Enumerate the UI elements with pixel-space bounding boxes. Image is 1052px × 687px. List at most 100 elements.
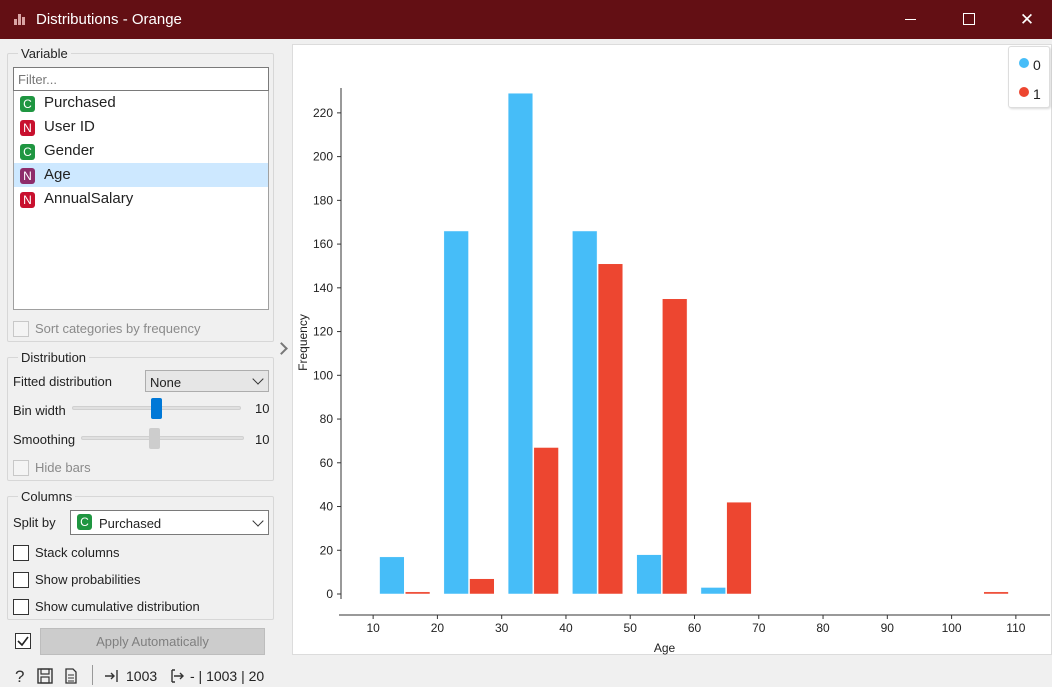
- smoothing-label: Smoothing: [13, 432, 76, 447]
- bin-width-slider-handle[interactable]: [151, 398, 162, 419]
- collapse-panel-icon[interactable]: [275, 342, 288, 355]
- y-axis-label: Frequency: [296, 314, 310, 371]
- input-icon: [105, 670, 118, 682]
- plot-area: 0 20 40 60 80 100 120 140 160 180 200 220 10 20 30 40 50…: [292, 44, 1052, 655]
- y-tick-label: 0: [326, 587, 333, 601]
- x-tick-label: 30: [495, 621, 509, 635]
- input-count: 1003: [126, 668, 158, 684]
- stack-columns-checkbox[interactable]: [13, 545, 29, 561]
- status-divider: [92, 665, 93, 685]
- legend-label-0: 0: [1033, 57, 1041, 73]
- bar-series-1-bin-10: [405, 591, 431, 595]
- legend-label-1: 1: [1033, 86, 1041, 102]
- variable-item-label: AnnualSalary: [44, 190, 134, 207]
- y-tick-label: 60: [320, 456, 334, 470]
- checkmark-icon: [17, 636, 29, 647]
- fitted-distribution-value: None: [150, 375, 182, 390]
- title-bar: Distributions - Orange ✕: [0, 0, 1052, 39]
- sort-by-frequency-label: Sort categories by frequency: [35, 321, 201, 336]
- x-tick-label: 70: [752, 621, 766, 635]
- bar-series-0-bin-60: [700, 587, 726, 595]
- chevron-down-icon: [252, 373, 264, 385]
- bar-series-0-bin-30: [507, 92, 534, 595]
- x-tick-label: 40: [559, 621, 573, 635]
- show-probabilities-checkbox[interactable]: [13, 572, 29, 588]
- numeric-icon: N: [20, 120, 35, 136]
- show-cumulative-checkbox[interactable]: [13, 599, 29, 615]
- close-button[interactable]: ✕: [1004, 0, 1050, 39]
- split-by-value: Purchased: [99, 516, 162, 531]
- bin-width-value: 10: [255, 401, 270, 416]
- filter-input[interactable]: [13, 67, 269, 91]
- split-by-dropdown[interactable]: C Purchased: [70, 510, 269, 535]
- bar-series-0-bin-40: [572, 230, 598, 595]
- variable-item-label: Age: [44, 166, 71, 183]
- bar-series-1-bin-100: [983, 591, 1009, 595]
- variable-item-age[interactable]: N Age: [14, 163, 268, 187]
- x-tick-label: 20: [431, 621, 445, 635]
- x-tick-label: 90: [881, 621, 895, 635]
- y-tick-label: 220: [313, 106, 333, 120]
- x-tick-label: 60: [688, 621, 702, 635]
- help-icon[interactable]: ?: [11, 667, 29, 685]
- variable-group-title: Variable: [18, 46, 71, 61]
- distribution-group-title: Distribution: [18, 350, 90, 365]
- y-tick-label: 160: [313, 237, 333, 251]
- variable-list: C Purchased N User ID C Gender N Age N AnnualSala…: [13, 91, 269, 310]
- y-tick-label: 40: [320, 500, 334, 514]
- variable-item-purchased[interactable]: C Purchased: [14, 91, 268, 115]
- chevron-down-icon: [252, 515, 264, 527]
- bar-series-1-bin-40: [597, 263, 624, 595]
- x-tick-label: 110: [1006, 621, 1025, 635]
- show-cumulative-label: Show cumulative distribution: [35, 599, 200, 614]
- y-tick-label: 100: [313, 368, 333, 382]
- y-tick-label: 140: [313, 281, 333, 295]
- legend-marker-0: [1019, 58, 1029, 68]
- apply-button[interactable]: Apply Automatically: [40, 628, 265, 655]
- show-probabilities-label: Show probabilities: [35, 572, 141, 587]
- columns-group-title: Columns: [18, 489, 76, 504]
- output-icon: [171, 669, 184, 683]
- categorical-icon: C: [20, 144, 35, 160]
- variable-item-user-id[interactable]: N User ID: [14, 115, 268, 139]
- fitted-distribution-dropdown[interactable]: None: [145, 370, 269, 392]
- sort-by-frequency-checkbox[interactable]: [13, 321, 29, 337]
- numeric-icon: N: [20, 192, 35, 208]
- y-tick-label: 180: [313, 193, 333, 207]
- bar-series-0-bin-20: [443, 230, 469, 595]
- y-tick-label: 20: [320, 543, 334, 557]
- save-icon[interactable]: [36, 667, 54, 685]
- variable-item-label: User ID: [44, 118, 95, 135]
- bar-series-1-bin-20: [469, 578, 495, 595]
- maximize-icon: [963, 13, 975, 25]
- x-tick-label: 50: [624, 621, 638, 635]
- bar-series-1-bin-30: [533, 447, 559, 595]
- hide-bars-checkbox[interactable]: [13, 460, 29, 476]
- report-icon[interactable]: [62, 667, 80, 685]
- smoothing-slider-handle[interactable]: [149, 428, 161, 449]
- variable-item-label: Gender: [44, 142, 95, 159]
- x-axis-label: Age: [654, 641, 676, 655]
- minimize-button[interactable]: [888, 0, 934, 39]
- variable-item-gender[interactable]: C Gender: [14, 139, 268, 163]
- maximize-button[interactable]: [946, 0, 992, 39]
- variable-item-annualsalary[interactable]: N AnnualSalary: [14, 187, 268, 211]
- smoothing-slider[interactable]: [81, 436, 244, 440]
- categorical-icon: C: [77, 514, 92, 530]
- apply-automatically-checkbox[interactable]: [15, 633, 31, 649]
- stack-columns-label: Stack columns: [35, 545, 120, 560]
- x-tick-label: 10: [366, 621, 380, 635]
- bar-series-0-bin-10: [379, 556, 405, 595]
- close-icon: ✕: [1019, 10, 1035, 29]
- svg-text:?: ?: [15, 667, 24, 685]
- hide-bars-label: Hide bars: [35, 460, 91, 475]
- minimize-icon: [905, 19, 916, 20]
- orange-app-icon: [14, 13, 28, 25]
- bar-series-0-bin-50: [636, 554, 662, 595]
- bin-width-label: Bin width: [13, 403, 66, 418]
- variable-item-label: Purchased: [44, 94, 116, 111]
- bar-series-1-bin-60: [726, 501, 752, 595]
- window-title: Distributions - Orange: [36, 11, 182, 28]
